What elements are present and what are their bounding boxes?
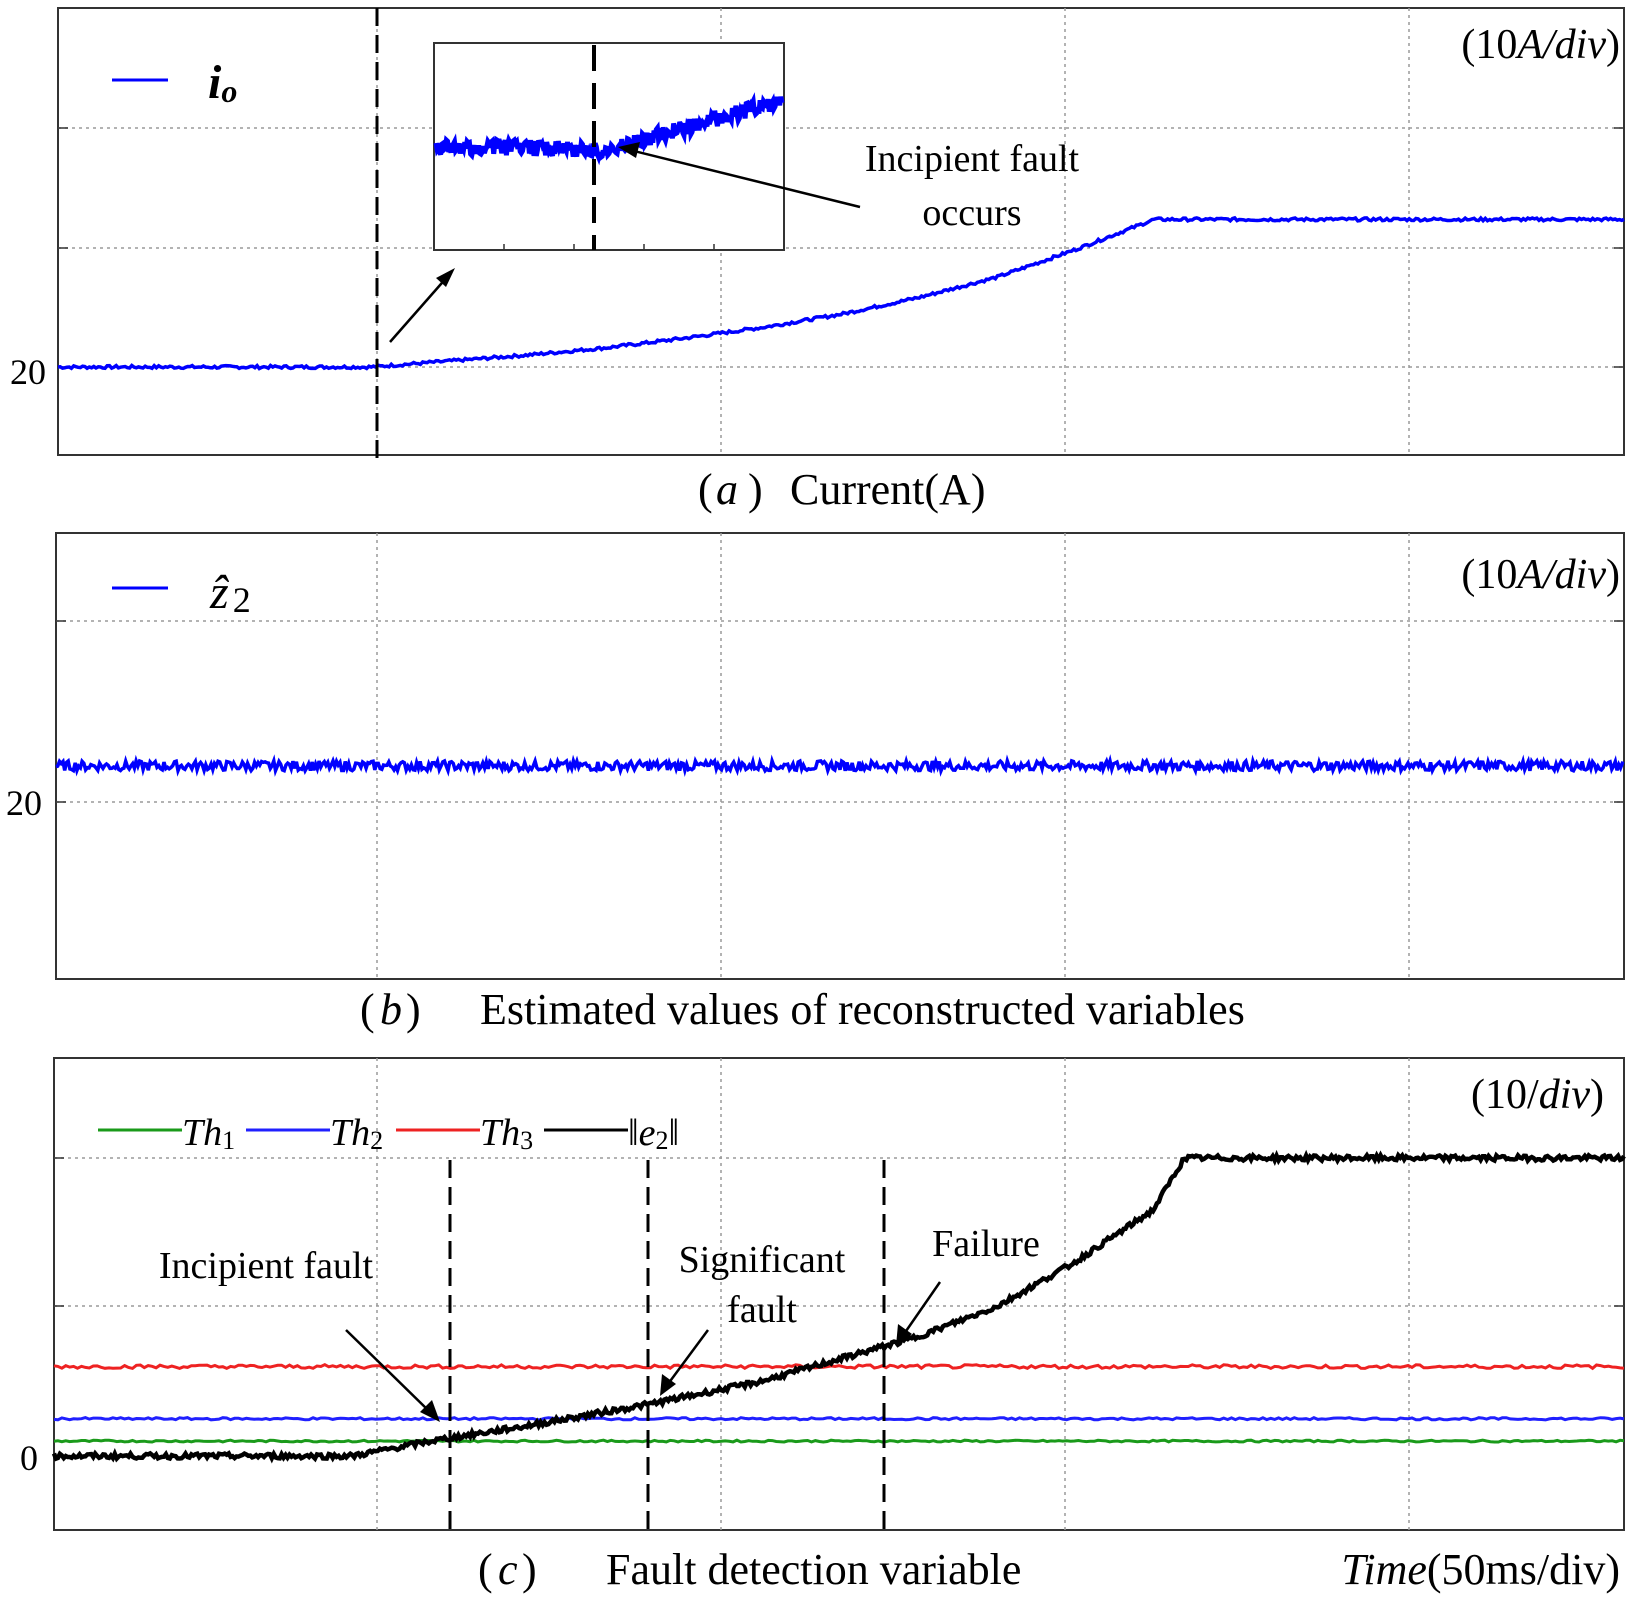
- panel-c-caption-text: Fault detection variable: [606, 1545, 1021, 1594]
- panel-a-annotation-line2: occurs: [922, 192, 1021, 234]
- panel-c-ytick: 0: [20, 1438, 38, 1478]
- panel-b-caption-close: ): [406, 985, 421, 1034]
- panel-c-frame: [53, 1057, 1625, 1531]
- panel-a-caption-open: (: [698, 465, 713, 514]
- inset-zoom-arrow: [389, 275, 449, 343]
- panel-a-caption-letter: a: [716, 465, 738, 514]
- incipient-fault-label: Incipient fault: [159, 1245, 374, 1287]
- significant-fault-arrow: [666, 1329, 710, 1385]
- panel-a-series-io: [57, 215, 1625, 371]
- panel-a-annotation-line1: Incipient fault: [865, 138, 1080, 180]
- fault-callout-arrow: [629, 148, 861, 209]
- panel-b-caption-text: Estimated values of reconstructed variab…: [480, 985, 1245, 1034]
- legend-th3-label: Th3: [480, 1112, 533, 1155]
- panel-c-legend: Th1 Th2 Th3 ‖e2‖: [98, 1112, 679, 1155]
- significant-fault-arrowhead: [660, 1374, 676, 1396]
- inset-series: [433, 92, 785, 166]
- panel-c-series-th3: [53, 1363, 1625, 1371]
- panel-c-series-th2: [53, 1416, 1625, 1422]
- panel-b-grid: [56, 533, 1624, 979]
- failure-arrow: [902, 1281, 942, 1335]
- legend-e2-label: ‖e2‖: [628, 1112, 679, 1155]
- failure-label: Failure: [932, 1223, 1040, 1265]
- failure-arrowhead: [896, 1324, 912, 1346]
- legend-th2-label: Th2: [330, 1112, 383, 1155]
- panel-c-caption-open: (: [478, 1545, 493, 1594]
- panel-c-caption-letter: c: [498, 1545, 518, 1594]
- panel-a-inset: [433, 42, 785, 251]
- inset-zoom-arrowhead: [436, 268, 455, 287]
- panel-c-scale-label: (10/div): [1471, 1072, 1604, 1118]
- panel-b-scale-label: (10A/div): [1461, 552, 1620, 598]
- panel-b-caption-open: (: [360, 985, 375, 1034]
- inset-ticks: [503, 244, 715, 250]
- panel-a-legend-label: io: [208, 56, 237, 109]
- panel-b-caption-letter: b: [380, 985, 402, 1034]
- panel-a-caption-close: ): [748, 465, 763, 514]
- legend-th1-label: Th1: [182, 1112, 235, 1155]
- panel-c-time-axis-label: Time(50ms/div): [1341, 1545, 1620, 1594]
- panel-c-series-e2: [51, 1149, 1626, 1464]
- panel-b-frame: [55, 532, 1625, 980]
- panel-c-caption-close: ): [522, 1545, 537, 1594]
- panel-b-series-z2-hat: [55, 754, 1625, 778]
- significant-fault-label-line1: Significant: [679, 1239, 846, 1281]
- panel-a-scale-label: (10A/div): [1461, 22, 1620, 68]
- incipient-fault-arrowhead: [420, 1400, 440, 1422]
- significant-fault-label-line2: fault: [727, 1289, 797, 1331]
- fault-callout-arrowhead: [618, 142, 640, 158]
- panel-a-frame: [57, 7, 1625, 456]
- panel-a-ytick: 20: [10, 352, 46, 392]
- panel-c-series-th1: [53, 1438, 1625, 1444]
- panel-b-ytick: 20: [6, 783, 42, 823]
- incipient-fault-arrow: [345, 1329, 431, 1413]
- panel-a: 20 (10A/div) io Incipient fault occurs (…: [10, 7, 1625, 514]
- panel-a-caption-text: Current(A): [790, 465, 986, 514]
- panel-c: 0 (10/div) Th1 Th2 Th3 ‖e2‖ Incipient fa…: [20, 1057, 1626, 1594]
